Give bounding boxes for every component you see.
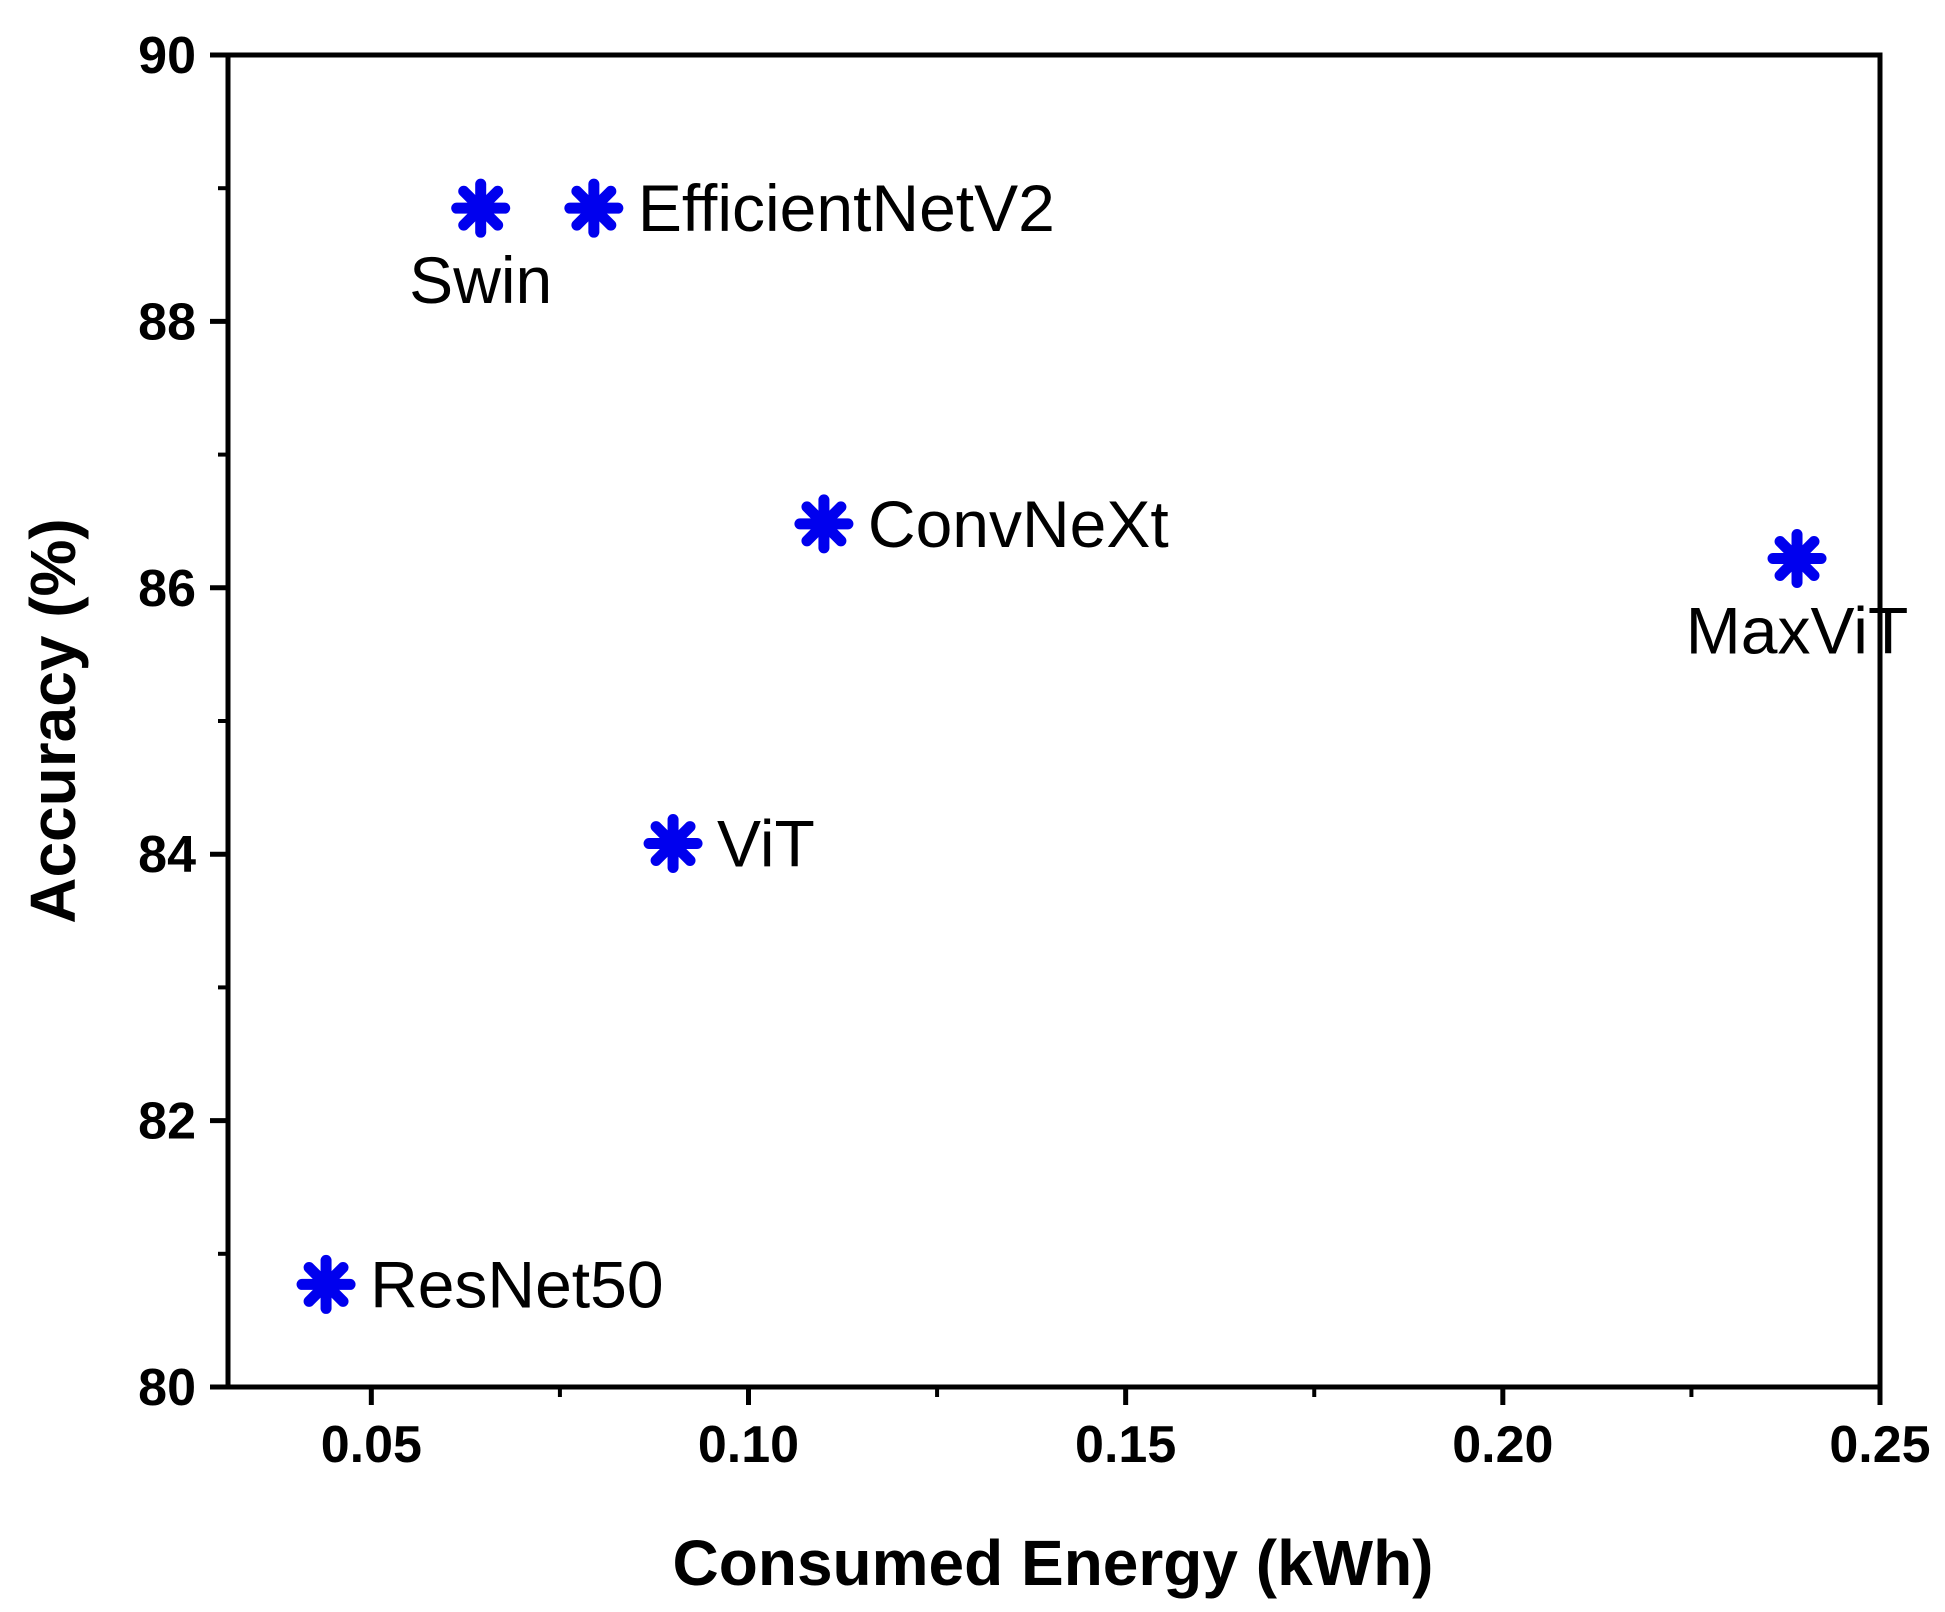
point-efficientnetv2 xyxy=(564,178,624,238)
x-axis-title: Consumed Energy (kWh) xyxy=(673,1527,1434,1599)
asterisk-stroke xyxy=(303,1261,349,1307)
y-tick-label: 86 xyxy=(138,560,196,618)
data-points: Swin EfficientNetV2 ConvNeXt ViT MaxViT ResNe… xyxy=(296,171,1909,1321)
x-tick-label: 0.05 xyxy=(321,1416,422,1474)
x-tick-label: 0.25 xyxy=(1829,1416,1930,1474)
point-label-maxvit: MaxViT xyxy=(1686,593,1909,667)
x-tick-label: 0.15 xyxy=(1075,1416,1176,1474)
point-label-resnet50: ResNet50 xyxy=(370,1247,664,1321)
point-convnext xyxy=(794,494,854,554)
y-tick-label: 84 xyxy=(138,826,196,884)
point-vit xyxy=(643,814,703,874)
y-axis: 80 82 84 86 88 90 xyxy=(138,27,228,1417)
point-label-convnext: ConvNeXt xyxy=(868,487,1169,561)
asterisk-stroke xyxy=(571,185,617,231)
asterisk-stroke xyxy=(1774,536,1820,581)
asterisk-stroke xyxy=(801,501,847,547)
point-swin xyxy=(451,178,511,238)
x-axis: 0.05 0.10 0.15 0.20 0.25 xyxy=(321,1387,1931,1474)
point-resnet50 xyxy=(296,1254,356,1314)
point-label-swin: Swin xyxy=(409,243,552,317)
point-label-efficientnetv2: EfficientNetV2 xyxy=(638,171,1055,245)
y-axis-title: Accuracy (%) xyxy=(17,518,89,924)
y-tick-label: 80 xyxy=(138,1359,196,1417)
point-maxvit xyxy=(1767,528,1827,588)
y-tick-label: 90 xyxy=(138,27,196,85)
asterisk-stroke xyxy=(650,821,696,867)
x-tick-label: 0.10 xyxy=(698,1416,799,1474)
point-label-vit: ViT xyxy=(717,807,815,881)
y-tick-label: 88 xyxy=(138,293,196,351)
y-tick-label: 82 xyxy=(138,1093,196,1151)
asterisk-stroke xyxy=(458,185,504,231)
x-tick-label: 0.20 xyxy=(1452,1416,1553,1474)
